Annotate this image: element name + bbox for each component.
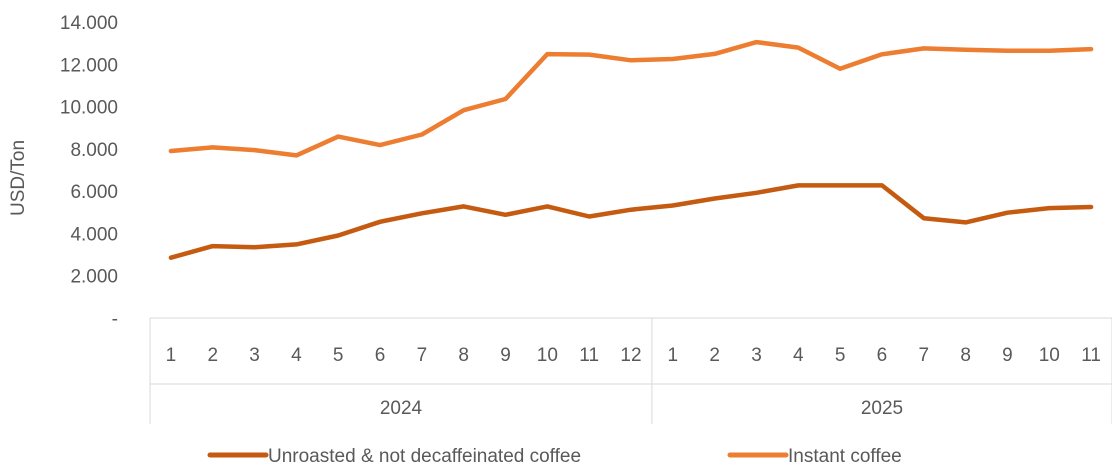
series-lines <box>168 39 1094 260</box>
x-tick-label: 8 <box>960 345 971 366</box>
x-tick-label: 7 <box>918 345 929 366</box>
x-tick-label: 1 <box>166 345 177 366</box>
x-tick-label: 10 <box>1039 345 1060 366</box>
y-tick-label: 14.000 <box>60 13 118 34</box>
y-tick-label: 8.000 <box>70 140 118 161</box>
x-tick-label: 11 <box>579 345 599 366</box>
x-tick-label: 10 <box>537 345 558 366</box>
x-tick-label: 7 <box>417 345 428 366</box>
y-tick-label: 12.000 <box>60 55 118 76</box>
x-tick-label: 9 <box>500 345 511 366</box>
y-axis-ticks: - 2.000 4.000 6.000 8.000 10.000 12.000 14.000 <box>60 13 118 330</box>
x-tick-label: 2 <box>709 345 720 366</box>
legend-label: Instant coffee <box>788 446 902 467</box>
x-tick-label: 5 <box>835 345 846 366</box>
y-tick-label: 6.000 <box>70 182 118 203</box>
legend: Unroasted & not decaffeinated coffee Inst… <box>207 446 902 467</box>
y-tick-label: 10.000 <box>60 98 118 119</box>
x-tick-label: 1 <box>668 345 679 366</box>
x-tick-label: 3 <box>249 345 260 366</box>
x-tick-label: 6 <box>375 345 386 366</box>
x-tick-label: 4 <box>291 345 302 366</box>
x-tick-label: 4 <box>793 345 804 366</box>
series-line-0 <box>168 183 1094 260</box>
x-tick-label: 2 <box>207 345 218 366</box>
x-group-label: 2024 <box>380 398 423 419</box>
x-tick-label: 6 <box>877 345 888 366</box>
x-tick-label: 12 <box>620 345 641 366</box>
x-tick-label: 3 <box>751 345 762 366</box>
y-tick-label: 4.000 <box>70 224 118 245</box>
y-tick-label: 2.000 <box>70 267 118 288</box>
legend-label: Unroasted & not decaffeinated coffee <box>268 446 581 467</box>
x-tick-label: 9 <box>1002 345 1013 366</box>
y-tick-label: - <box>112 309 118 330</box>
y-axis-title: USD/Ton <box>8 140 29 216</box>
x-group-label: 2025 <box>861 398 903 419</box>
x-tick-label: 8 <box>458 345 469 366</box>
x-tick-label: 11 <box>1081 345 1101 366</box>
series-line-1 <box>168 39 1094 158</box>
x-tick-label: 5 <box>333 345 344 366</box>
